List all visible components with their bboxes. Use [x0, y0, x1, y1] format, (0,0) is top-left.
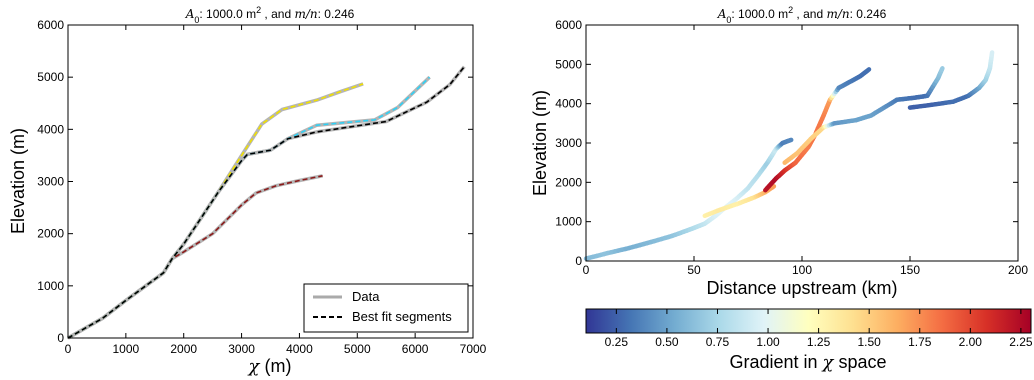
left-y-tick-label: 3000: [37, 175, 64, 189]
left-x-tick-label: 6000: [402, 342, 429, 356]
legend-box: [303, 283, 469, 333]
left-chart: 0 1000 2000 3000 4000 5000 6000 7000 0 1000 2000 3…: [8, 5, 487, 377]
left-y-tick-label: 2000: [37, 227, 64, 241]
colorbar-tick-label: 1.00: [756, 335, 780, 349]
left-x-tick-label: 4000: [286, 342, 313, 356]
left-x-tick-label: 2000: [170, 342, 197, 356]
right-y-tick-label: 3000: [555, 136, 582, 150]
left-y-tick-label: 4000: [37, 122, 64, 136]
channel-point: [939, 66, 945, 73]
channel-point: [787, 137, 794, 143]
right-plot-frame: [585, 24, 1019, 262]
legend: Data Best fit segments: [303, 283, 469, 333]
right-y-tick-label: 6000: [555, 18, 582, 32]
right-x-tick-label: 50: [687, 263, 701, 277]
left-y-tick-label: 1000: [37, 279, 64, 293]
left-y-tick-label: 0: [57, 331, 64, 345]
colorbar-tick-label: 2.00: [959, 335, 983, 349]
right-y-tick-label: 0: [575, 254, 582, 268]
right-y-tick-label: 5000: [555, 57, 582, 71]
left-x-tick-label: 7000: [460, 342, 487, 356]
colorbar-tick-label: 0.25: [605, 335, 629, 349]
left-y-tick-label: 5000: [37, 70, 64, 84]
right-chart-title: A0: 1000.0 m2 , and m/n: 0.246: [717, 5, 887, 25]
colorbar-tick-label: 1.25: [807, 335, 831, 349]
fit-segment-line: [67, 66, 465, 339]
left-chart-title: A0: 1000.0 m2 , and m/n: 0.246: [185, 5, 355, 25]
right-y-tick-label: 4000: [555, 97, 582, 111]
right-x-axis-label: Distance upstream (km): [706, 278, 897, 298]
right-x-tick-label: 0: [583, 263, 590, 277]
right-x-tick-label: 200: [1008, 263, 1028, 277]
colorbar-tick-label: 0.50: [655, 335, 679, 349]
left-x-tick-label: 3000: [228, 342, 255, 356]
left-y-tick-label: 6000: [37, 18, 64, 32]
left-x-axis-label: χ (m): [247, 356, 292, 377]
colorbar-tick-label: 1.75: [908, 335, 932, 349]
left-x-tick-label: 1000: [113, 342, 140, 356]
legend-data-label: Data: [352, 289, 380, 304]
colorbar-tick-label: 0.75: [706, 335, 730, 349]
colorbar: [585, 308, 1032, 334]
channel-point: [865, 67, 872, 73]
left-x-tick-label: 0: [65, 342, 72, 356]
colorbar-tick-label: 1.50: [858, 335, 882, 349]
right-x-tick-label: 150: [900, 263, 920, 277]
channel-point: [770, 184, 777, 190]
left-y-axis-label: Elevation (m): [8, 128, 28, 234]
right-y-tick-label: 2000: [555, 175, 582, 189]
right-y-axis-label: Elevation (m): [530, 90, 550, 196]
right-x-tick-label: 100: [792, 263, 812, 277]
colorbar-label: Gradient in χ space: [729, 352, 886, 373]
colorbar-tick-label: 2.25: [1009, 335, 1033, 349]
right-chart: 0 50 100 150 200 0 1000 2000 3000 4000 5000 6000 A…: [530, 5, 1033, 373]
left-x-tick-label: 5000: [344, 342, 371, 356]
right-y-tick-label: 1000: [555, 215, 582, 229]
legend-fit-label: Best fit segments: [352, 309, 452, 324]
